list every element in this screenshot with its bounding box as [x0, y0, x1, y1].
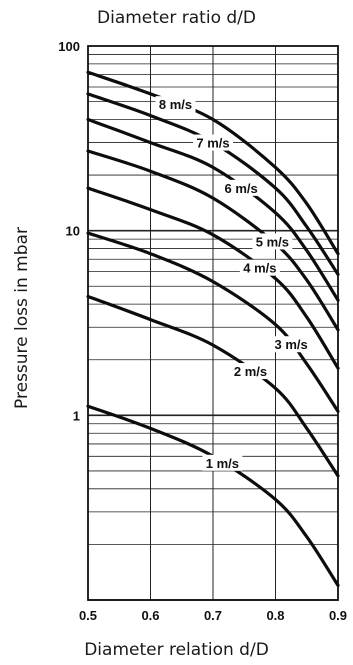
series-line — [86, 149, 340, 332]
x-tick-label: 0.9 — [329, 608, 347, 623]
series-line — [86, 231, 340, 413]
series-label: 7 m/s — [196, 136, 229, 151]
series-line — [86, 294, 340, 478]
x-tick-label: 0.5 — [79, 608, 97, 623]
series-label: 2 m/s — [234, 364, 267, 379]
x-axis-label: Diameter relation d/D — [84, 640, 269, 660]
series-label-background — [155, 96, 196, 113]
chart-title: Diameter ratio d/D — [97, 8, 256, 28]
x-tick-label: 0.8 — [266, 608, 284, 623]
plot-frame — [87, 45, 339, 601]
grid-lines — [87, 46, 339, 601]
series-label-background — [193, 134, 233, 151]
series-label-background — [271, 336, 312, 353]
series-label: 4 m/s — [243, 261, 276, 276]
series-label-background — [230, 363, 271, 380]
x-tick-label: 0.7 — [204, 608, 222, 623]
y-tick-label: 1 — [73, 408, 80, 423]
series-label-background — [202, 454, 243, 471]
series-line — [86, 404, 340, 587]
series-label: 8 m/s — [159, 97, 192, 112]
series-label-background — [252, 233, 293, 250]
series-label: 5 m/s — [256, 234, 289, 249]
y-tick-label: 10 — [66, 224, 80, 239]
series-label-background — [221, 179, 262, 196]
y-tick-label: 100 — [58, 39, 80, 54]
series-label: 1 m/s — [206, 456, 239, 471]
series-label: 6 m/s — [225, 181, 258, 196]
series-label: 3 m/s — [275, 337, 308, 352]
series-line — [86, 92, 340, 276]
series-line — [86, 186, 340, 370]
series-line — [86, 70, 340, 256]
x-tick-label: 0.6 — [141, 608, 159, 623]
series-label-background — [239, 259, 280, 276]
